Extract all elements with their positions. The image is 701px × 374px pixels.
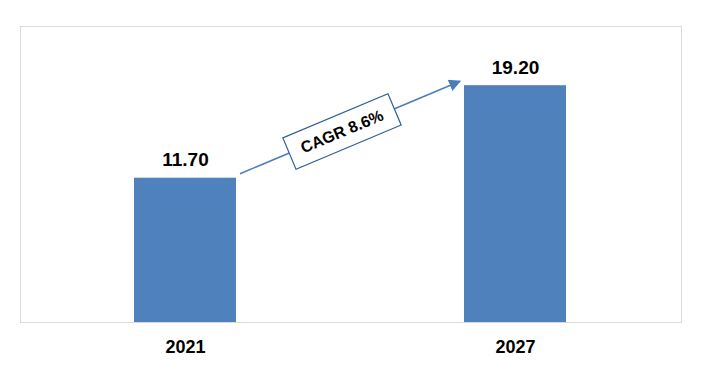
svg-text:CAGR 8.6%: CAGR 8.6% (298, 107, 386, 157)
svg-text:2027: 2027 (495, 337, 535, 357)
svg-text:2021: 2021 (165, 337, 205, 357)
svg-text:19.20: 19.20 (492, 57, 540, 78)
svg-text:11.70: 11.70 (162, 149, 209, 170)
